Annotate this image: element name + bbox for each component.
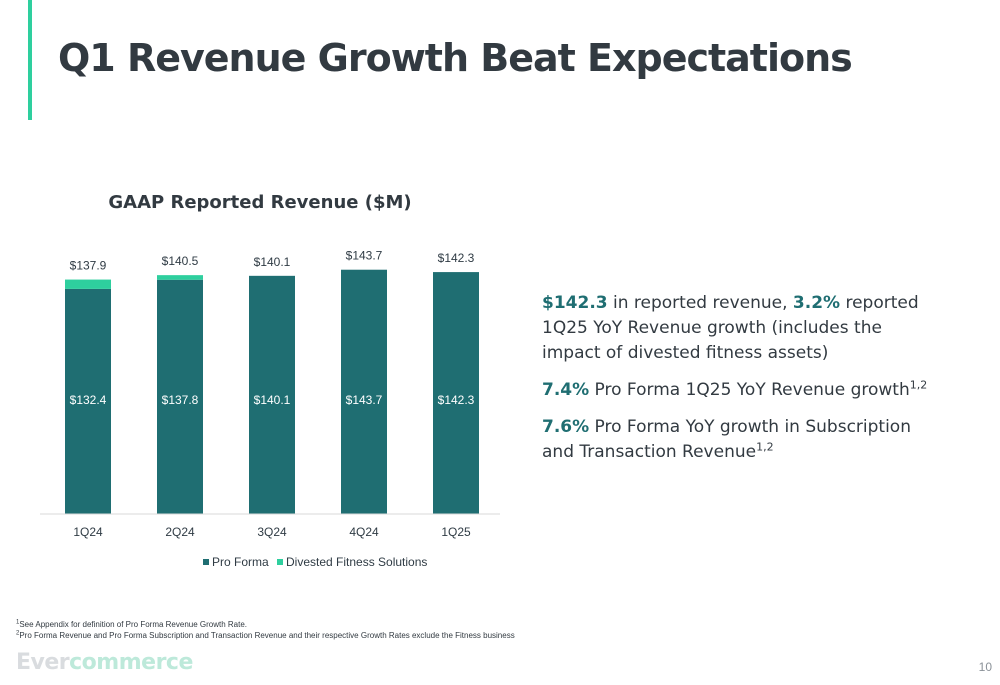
footnote-marker: 2 bbox=[16, 630, 20, 637]
pro-forma-label: $143.7 bbox=[346, 393, 383, 407]
bar-pro-forma bbox=[433, 272, 479, 514]
x-tick-label: 1Q25 bbox=[441, 525, 471, 539]
bars-layer bbox=[65, 269, 479, 514]
legend-label-pro-forma: Pro Forma bbox=[212, 555, 269, 569]
footnote-ref: 1,2 bbox=[756, 440, 774, 454]
bar-divested-fitness bbox=[157, 275, 203, 280]
bar-pro-forma bbox=[341, 269, 387, 514]
x-tick-label: 3Q24 bbox=[257, 525, 287, 539]
legend-label-divested: Divested Fitness Solutions bbox=[286, 555, 427, 569]
legend-swatch-pro-forma bbox=[203, 559, 209, 565]
footnote: 1See Appendix for definition of Pro Form… bbox=[16, 619, 515, 630]
footnote-marker: 1 bbox=[16, 619, 20, 626]
footnote-text: See Appendix for definition of Pro Forma… bbox=[19, 620, 248, 629]
logo-text-ever: Ever bbox=[16, 650, 70, 675]
evercommerce-logo: Evercommerce bbox=[16, 650, 193, 675]
logo-text-commerce: commerce bbox=[69, 650, 193, 675]
bar-divested-fitness bbox=[65, 279, 111, 289]
title-accent-bar bbox=[28, 0, 32, 120]
total-label: $137.9 bbox=[70, 259, 107, 273]
total-label: $140.5 bbox=[162, 254, 199, 268]
legend-swatch-divested bbox=[277, 559, 283, 565]
footnotes: 1See Appendix for definition of Pro Form… bbox=[16, 619, 515, 641]
total-label: $143.7 bbox=[346, 249, 383, 263]
highlight-figure: 7.4% bbox=[542, 380, 590, 400]
bar-pro-forma bbox=[157, 279, 203, 514]
x-tick-label: 4Q24 bbox=[349, 525, 379, 539]
highlight-item: 7.4% Pro Forma 1Q25 YoY Revenue growth1,… bbox=[542, 378, 942, 403]
chart-legend: Pro Forma Divested Fitness Solutions bbox=[203, 555, 427, 569]
pro-forma-label: $137.8 bbox=[162, 393, 199, 407]
x-tick-label: 2Q24 bbox=[165, 525, 195, 539]
highlight-item: $142.3 in reported revenue, 3.2% reporte… bbox=[542, 291, 942, 366]
highlight-text: reported 1Q25 YoY Revenue growth (includ… bbox=[542, 293, 919, 363]
total-label: $140.1 bbox=[254, 255, 291, 269]
pro-forma-label: $132.4 bbox=[70, 393, 107, 407]
highlight-figure: $142.3 bbox=[542, 293, 608, 313]
highlight-figure: 7.6% bbox=[542, 417, 590, 437]
highlight-figure: 3.2% bbox=[792, 293, 841, 313]
pro-forma-label: $140.1 bbox=[254, 393, 291, 407]
pro-forma-label: $142.3 bbox=[438, 393, 475, 407]
highlight-text: in reported revenue, bbox=[607, 293, 793, 313]
footnote-text: Pro Forma Revenue and Pro Forma Subscrip… bbox=[19, 631, 515, 640]
highlight-item: 7.6% Pro Forma YoY growth in Subscriptio… bbox=[542, 415, 942, 465]
highlight-text: Pro Forma 1Q25 YoY Revenue growth bbox=[589, 380, 910, 400]
x-tick-label: 1Q24 bbox=[73, 525, 103, 539]
chart-title: GAAP Reported Revenue ($M) bbox=[108, 192, 411, 213]
revenue-bar-chart: GAAP Reported Revenue ($M) $137.9 $132.4 1… bbox=[40, 192, 500, 569]
slide-title: Q1 Revenue Growth Beat Expectations bbox=[58, 36, 853, 80]
footnote: 2Pro Forma Revenue and Pro Forma Subscri… bbox=[16, 630, 515, 641]
footnote-ref: 1,2 bbox=[909, 378, 928, 392]
bar-pro-forma bbox=[65, 288, 111, 514]
highlight-text: Pro Forma YoY growth in Subscription and… bbox=[542, 417, 911, 462]
labels-layer: $137.9 $132.4 1Q24 $140.5 $137.8 2Q24 $140.1 $1… bbox=[70, 249, 475, 539]
page-number: 10 bbox=[978, 660, 992, 674]
highlights-panel: $142.3 in reported revenue, 3.2% reporte… bbox=[542, 291, 942, 477]
bar-pro-forma bbox=[249, 275, 295, 514]
total-label: $142.3 bbox=[438, 251, 475, 265]
